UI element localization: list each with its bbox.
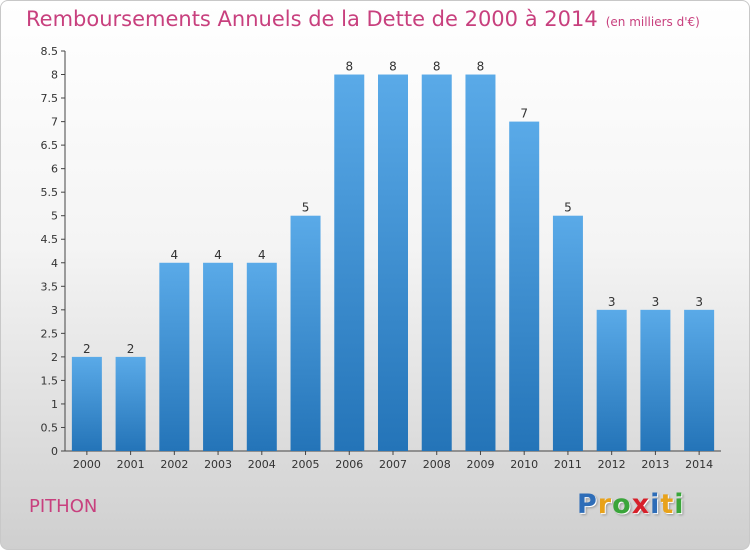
bar: [465, 74, 496, 451]
bar: [421, 74, 452, 451]
data-label: 4: [171, 248, 179, 262]
y-tick-label: 2.5: [41, 327, 59, 340]
x-tick-label: 2006: [335, 458, 363, 471]
y-tick-label: 4: [51, 257, 58, 270]
bar: [640, 309, 671, 451]
data-label: 2: [127, 342, 135, 356]
commune-name: PITHON: [29, 496, 98, 517]
bar: [509, 121, 540, 452]
bar: [596, 309, 627, 451]
data-label: 3: [608, 295, 616, 309]
bar: [203, 262, 234, 451]
y-tick-label: 8.5: [41, 45, 59, 58]
logo-letter: o: [612, 489, 632, 520]
chart-title: Remboursements Annuels de la Dette de 20…: [26, 7, 700, 31]
y-tick-label: 7.5: [41, 92, 59, 105]
data-label: 7: [520, 107, 528, 121]
logo-letter: i: [674, 489, 685, 520]
y-tick-label: 8: [51, 69, 58, 82]
x-tick-label: 2004: [248, 458, 276, 471]
y-tick-label: 1.5: [41, 374, 59, 387]
x-tick-label: 2009: [466, 458, 494, 471]
chart-title-text: Remboursements Annuels de la Dette de 20…: [26, 7, 598, 31]
logo-letter: r: [597, 489, 613, 520]
y-tick-label: 4.5: [41, 233, 59, 246]
x-tick-label: 2008: [423, 458, 451, 471]
x-tick-label: 2007: [379, 458, 407, 471]
data-label: 5: [302, 201, 310, 215]
y-tick-label: 6.5: [41, 139, 59, 152]
bar: [246, 262, 277, 451]
x-tick-label: 2014: [685, 458, 713, 471]
y-tick-label: 5: [51, 210, 58, 223]
data-label: 8: [345, 60, 353, 74]
bar: [552, 215, 583, 451]
x-tick-label: 2011: [554, 458, 582, 471]
bar: [115, 356, 146, 451]
y-tick-label: 3: [51, 304, 58, 317]
data-label: 4: [214, 248, 222, 262]
logo-letter: t: [660, 489, 675, 520]
proxiti-logo: Proxiti: [577, 489, 685, 520]
y-tick-label: 5.5: [41, 186, 59, 199]
data-label: 8: [389, 60, 397, 74]
y-tick-label: 3.5: [41, 280, 59, 293]
logo-letter: i: [650, 489, 661, 520]
bar: [159, 262, 190, 451]
chart-bars: 2 2 4 4 4 5 8 8 8 8 7 5 3 3 3: [71, 60, 715, 452]
bar: [290, 215, 321, 451]
y-tick-label: 0: [51, 445, 58, 458]
bar: [378, 74, 408, 451]
bar: [71, 356, 102, 451]
x-tick-label: 2001: [117, 458, 145, 471]
y-tick-label: 0.5: [41, 421, 59, 434]
data-label: 5: [564, 201, 572, 215]
x-tick-label: 2003: [204, 458, 232, 471]
x-tick-label: 2000: [73, 458, 101, 471]
y-tick-label: 7: [51, 116, 58, 129]
x-tick-label: 2010: [510, 458, 538, 471]
chart-unit: (en milliers d'€): [605, 15, 700, 29]
logo-letter: x: [631, 489, 651, 520]
y-tick-label: 6: [51, 163, 58, 176]
x-tick-label: 2012: [598, 458, 626, 471]
y-tick-label: 2: [51, 351, 58, 364]
data-label: 3: [695, 295, 703, 309]
x-tick-label: 2013: [641, 458, 669, 471]
bar: [334, 74, 365, 451]
x-tick-label: 2005: [292, 458, 320, 471]
chart-axes: 0 0.5 1 1.5 2 2.5 3 3.5 4 4.5 5 5.5 6 6.5 7 7.5 8 8.5 2000…: [41, 45, 721, 471]
y-tick-label: 1: [51, 398, 58, 411]
data-label: 8: [433, 60, 441, 74]
x-tick-label: 2002: [160, 458, 188, 471]
data-label: 4: [258, 248, 266, 262]
data-label: 8: [477, 60, 485, 74]
bar: [684, 309, 715, 451]
logo-letter: P: [577, 489, 598, 520]
data-label: 2: [83, 342, 91, 356]
data-label: 3: [652, 295, 660, 309]
